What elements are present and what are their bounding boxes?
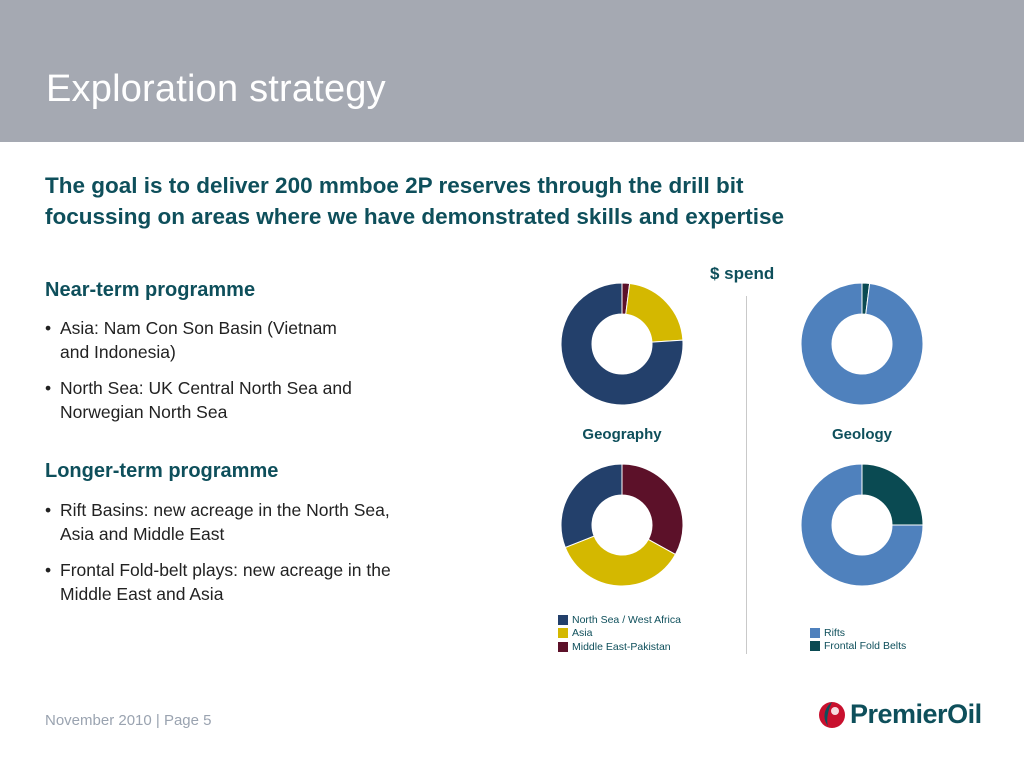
donut-slice-asia	[564, 535, 677, 587]
geography-caption: Geography	[582, 426, 662, 443]
legend-swatch	[558, 628, 568, 639]
goal-statement-line-2: focussing on areas where we have demonst…	[45, 204, 785, 229]
bullet-glyph: •	[45, 500, 52, 520]
longer-term-list: • Rift Basins: new acreage in the North …	[45, 498, 445, 618]
legend-item: North Sea / West Africa	[558, 613, 681, 627]
donut-slice-asia	[625, 282, 684, 343]
legend-item: Frontal Fold Belts	[810, 640, 906, 654]
donut-slice-rifts	[800, 282, 924, 406]
chart-divider	[746, 296, 747, 654]
logo-wordmark: PremierOil	[850, 698, 982, 729]
list-item: • Asia: Nam Con Son Basin (Vietnam and I…	[45, 316, 445, 364]
donut-slice-rifts	[800, 463, 924, 587]
legend-swatch	[810, 627, 820, 638]
bullet-line: Middle East and Asia	[60, 584, 224, 604]
donut-chart-geology-top	[800, 282, 924, 406]
header-bar: Exploration strategy	[0, 0, 1024, 142]
bullet-glyph: •	[45, 378, 52, 398]
legend-item: Rifts	[810, 626, 906, 640]
bullet-line: Rift Basins: new acreage in the North Se…	[60, 500, 390, 520]
donut-slice-north-sea-west-africa	[560, 282, 684, 406]
legend-swatch	[558, 614, 568, 625]
geology-caption: Geology	[831, 426, 892, 443]
premier-oil-drop-icon	[819, 702, 845, 728]
near-term-heading: Near-term programme	[45, 279, 256, 301]
bullet-line: Asia: Nam Con Son Basin (Vietnam	[60, 318, 337, 338]
donut-chart-geography-top	[560, 282, 684, 406]
legend-item: Middle East-Pakistan	[558, 640, 681, 654]
bullet-line: and Indonesia)	[60, 342, 176, 362]
donut-chart-geology-bottom	[800, 463, 924, 587]
bullet-line: Frontal Fold-belt plays: new acreage in …	[60, 560, 391, 580]
legend-item: Asia	[558, 627, 681, 641]
footer-page-info: November 2010 | Page 5	[45, 712, 212, 729]
legend-label: Rifts	[824, 626, 845, 639]
spend-label: $ spend	[710, 264, 775, 283]
list-item: • Frontal Fold-belt plays: new acreage i…	[45, 558, 445, 606]
legend-label: Asia	[572, 627, 593, 640]
donut-slice-middle-east-pakistan	[621, 463, 684, 556]
longer-term-heading: Longer-term programme	[45, 460, 279, 482]
legend-swatch	[810, 641, 820, 652]
geography-legend: North Sea / West Africa Asia Middle East-P…	[558, 613, 681, 654]
bullet-line: North Sea: UK Central North Sea and	[60, 378, 352, 398]
goal-statement-line-1: The goal is to deliver 200 mmboe 2P rese…	[45, 173, 744, 198]
bullet-glyph: •	[45, 318, 52, 338]
geology-legend: Rifts Frontal Fold Belts	[810, 626, 906, 653]
legend-label: Middle East-Pakistan	[572, 640, 671, 653]
bullet-line: Asia and Middle East	[60, 524, 225, 544]
legend-swatch	[558, 641, 568, 652]
legend-label: North Sea / West Africa	[572, 613, 681, 626]
donut-slice-north-sea-west-africa	[560, 463, 623, 549]
list-item: • Rift Basins: new acreage in the North …	[45, 498, 445, 546]
near-term-list: • Asia: Nam Con Son Basin (Vietnam and I…	[45, 316, 445, 436]
page-title: Exploration strategy	[46, 68, 386, 110]
donut-slice-frontal-fold-belts	[861, 463, 924, 526]
bullet-line: Norwegian North Sea	[60, 402, 228, 422]
list-item: • North Sea: UK Central North Sea and No…	[45, 376, 445, 424]
bullet-glyph: •	[45, 560, 52, 580]
donut-chart-geography-bottom	[560, 463, 684, 587]
premier-oil-logo: PremierOil	[818, 698, 982, 730]
goal-statement: The goal is to deliver 200 mmboe 2P rese…	[45, 170, 945, 232]
legend-label: Frontal Fold Belts	[824, 640, 907, 653]
